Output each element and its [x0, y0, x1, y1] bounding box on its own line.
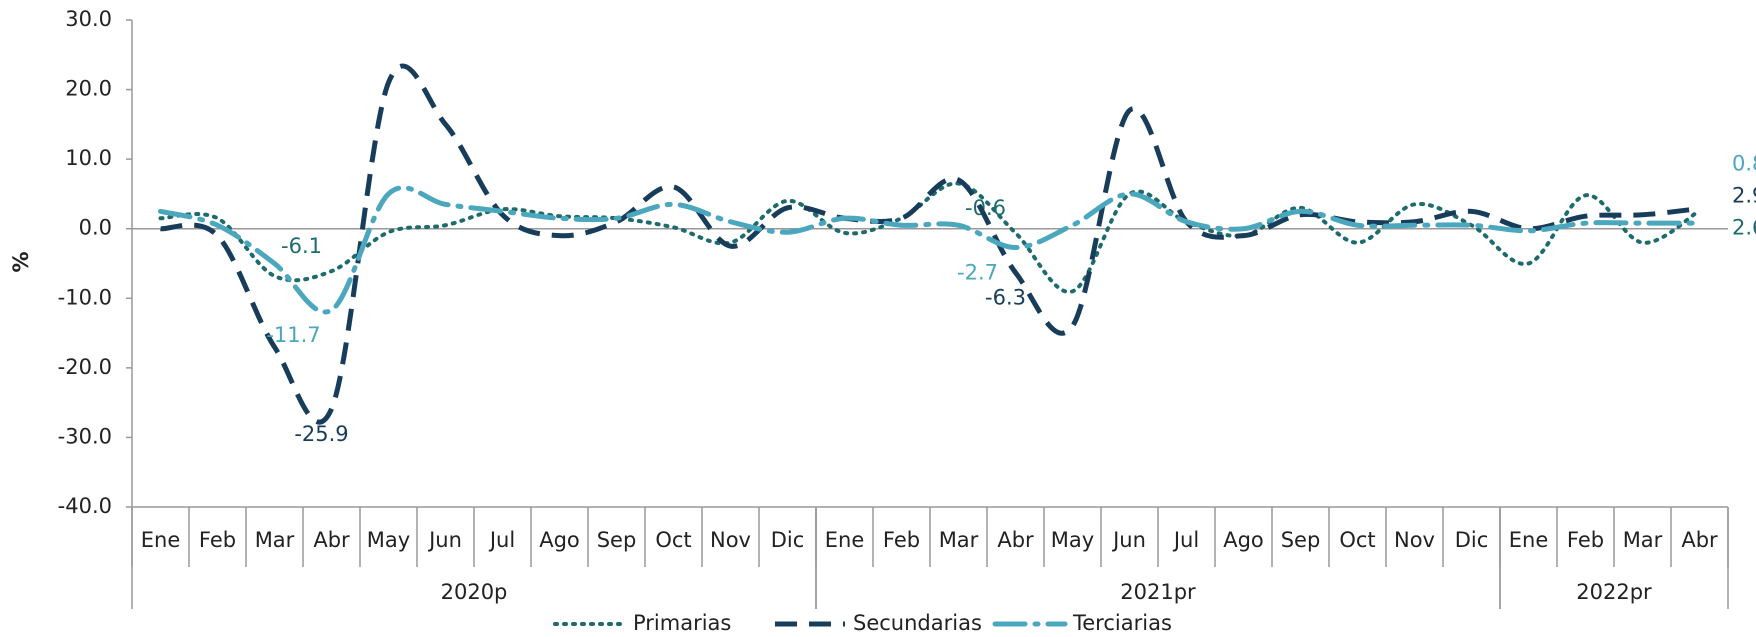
x-tick-label: Sep	[597, 528, 637, 552]
group-label: 2020p	[441, 580, 508, 604]
data-label: -2.7	[957, 260, 998, 284]
x-tick-label: Nov	[710, 528, 751, 552]
x-tick-label: Ago	[539, 528, 580, 552]
series-line	[160, 63, 1700, 425]
x-tick-label: Dic	[771, 528, 805, 552]
x-tick-label: Abr	[997, 528, 1034, 552]
x-tick-label: Abr	[313, 528, 350, 552]
y-tick-label: 0.0	[79, 216, 112, 240]
group-label: 2022pr	[1576, 580, 1652, 604]
data-label: 2.9	[1732, 184, 1756, 208]
data-label: -6.3	[985, 286, 1026, 310]
data-label: 2.6	[1732, 216, 1756, 240]
x-tick-label: Feb	[883, 528, 920, 552]
x-tick-label: Mar	[255, 528, 295, 552]
x-tick-label: Ago	[1223, 528, 1264, 552]
x-tick-label: Mar	[1623, 528, 1663, 552]
x-tick-label: Abr	[1681, 528, 1718, 552]
data-label: -11.7	[266, 323, 320, 347]
x-tick-label: Ene	[1509, 528, 1549, 552]
series-line	[158, 181, 1702, 294]
y-tick-label: -40.0	[58, 494, 112, 518]
y-axis-label: %	[9, 251, 33, 272]
x-tick-label: Sep	[1281, 528, 1321, 552]
x-tick-label: May	[367, 528, 410, 552]
data-label: -6.1	[281, 234, 322, 258]
data-label: -25.9	[294, 422, 348, 446]
x-tick-label: Feb	[199, 528, 236, 552]
x-tick-label: Feb	[1567, 528, 1604, 552]
x-tick-label: Ene	[141, 528, 181, 552]
x-tick-label: Jun	[1111, 528, 1146, 552]
y-tick-label: -20.0	[58, 355, 112, 379]
legend-label: Secundarias	[853, 611, 982, 635]
y-tick-label: -10.0	[58, 285, 112, 309]
x-tick-label: Mar	[939, 528, 979, 552]
y-tick-label: 30.0	[65, 7, 112, 31]
legend-label: Primarias	[633, 611, 731, 635]
legend-label: Terciarias	[1072, 611, 1172, 635]
series-line	[158, 185, 1702, 315]
x-tick-label: Jul	[1172, 528, 1199, 552]
x-tick-label: Jul	[488, 528, 515, 552]
x-tick-label: Jun	[427, 528, 462, 552]
x-tick-label: Oct	[1339, 528, 1375, 552]
y-tick-label: -30.0	[58, 424, 112, 448]
group-label: 2021pr	[1120, 580, 1196, 604]
y-tick-label: 10.0	[65, 146, 112, 170]
x-tick-label: Ene	[825, 528, 865, 552]
x-tick-label: Oct	[655, 528, 691, 552]
x-tick-label: May	[1051, 528, 1094, 552]
y-tick-label: 20.0	[65, 77, 112, 101]
x-tick-label: Nov	[1394, 528, 1435, 552]
data-label: 0.8	[1732, 152, 1756, 176]
x-tick-label: Dic	[1455, 528, 1489, 552]
